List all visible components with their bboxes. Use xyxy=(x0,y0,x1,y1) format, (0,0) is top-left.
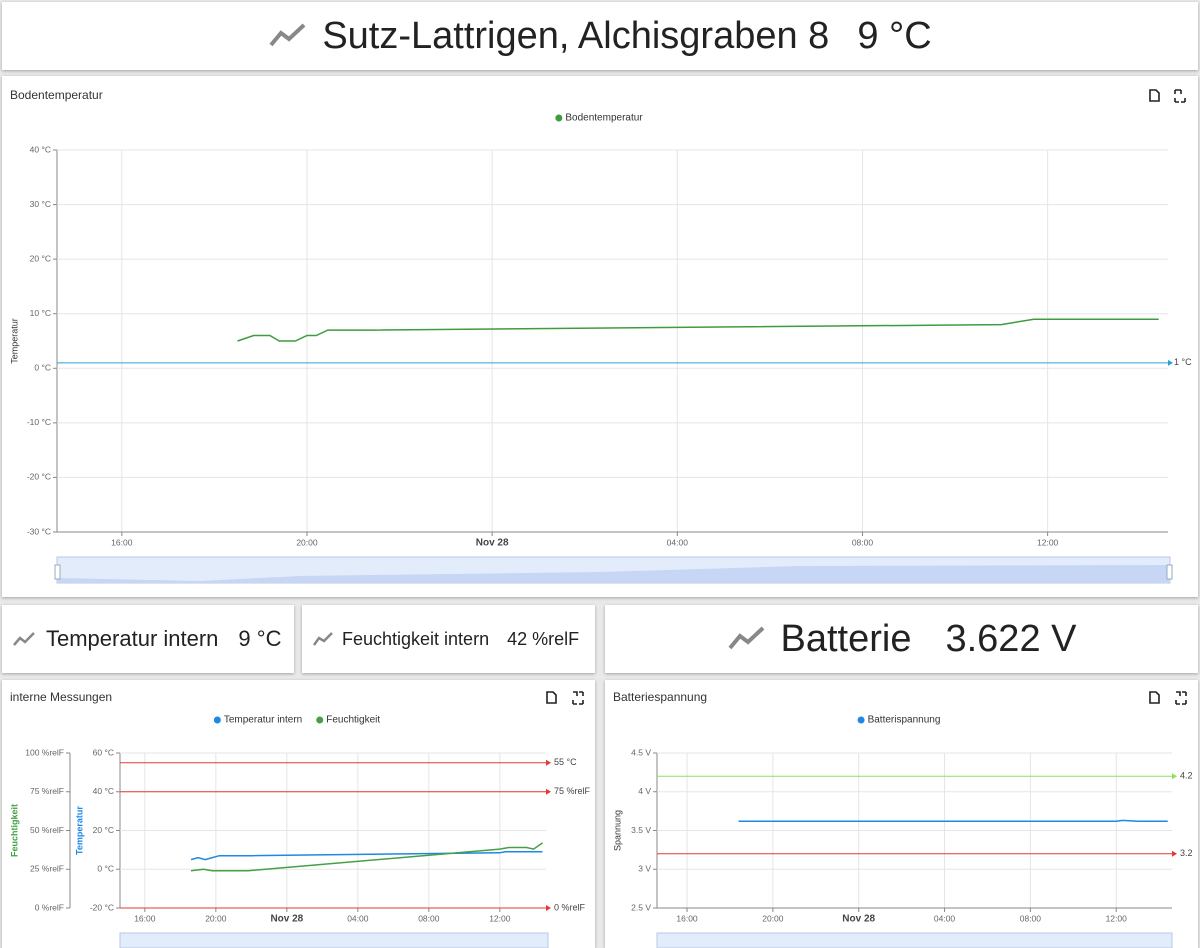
panel-icons xyxy=(546,89,1187,705)
x-tick-label: 20:00 xyxy=(762,913,784,923)
y-tick-label: 20 °C xyxy=(30,253,51,263)
y-tick-label: 100 %relF xyxy=(25,747,64,757)
series-line xyxy=(190,851,543,861)
trend-icon xyxy=(269,23,306,47)
legend-marker xyxy=(857,716,865,724)
y-tick-label: 3.5 V xyxy=(631,825,651,835)
trend-icon xyxy=(727,626,764,650)
y-tick-label: -20 °C xyxy=(27,472,51,482)
threshold-arrow xyxy=(1172,850,1177,857)
y-tick-label: 20 °C xyxy=(93,825,114,835)
x-tick-label: 12:00 xyxy=(489,913,511,923)
legend-label: Bodentemperatur xyxy=(565,113,643,124)
legend-label: Batterispannung xyxy=(868,715,941,726)
y2-axis-label: Feuchtigkeit xyxy=(9,804,19,857)
y-axis-label: Temperatur xyxy=(74,806,84,855)
threshold-label: 1 °C xyxy=(1174,357,1192,367)
tile: Batterie 3.622 V xyxy=(605,605,1198,673)
x-tick-label: Nov 28 xyxy=(842,914,875,925)
y-tick-label: 2.5 V xyxy=(631,902,651,912)
trend-icon xyxy=(312,632,333,646)
header-value: 9 °C xyxy=(857,14,932,57)
tile-value: 42 %relF xyxy=(507,628,580,649)
x-tick-label: 12:00 xyxy=(1106,913,1128,923)
y-tick-label: 40 °C xyxy=(93,786,114,796)
threshold-label: 0 %relF xyxy=(554,902,586,912)
x-tick-label: 08:00 xyxy=(418,913,440,923)
panel xyxy=(2,680,595,948)
tile-title: Feuchtigkeit intern xyxy=(342,628,490,649)
y-axis-label: Spannung xyxy=(612,810,622,851)
y-tick-label: 0 %relF xyxy=(35,902,64,912)
x-tick-label: 20:00 xyxy=(296,537,318,547)
panel xyxy=(2,76,1198,597)
x-tick-label: 08:00 xyxy=(1020,913,1042,923)
series-line xyxy=(237,318,1159,342)
threshold-label: 75 %relF xyxy=(554,786,591,796)
chart-title: Batteriespannung xyxy=(613,690,707,704)
y-tick-label: -10 °C xyxy=(27,417,51,427)
zoom-slider xyxy=(54,556,1173,948)
x-tick-label: 04:00 xyxy=(347,913,369,923)
y-tick-label: 4 V xyxy=(638,786,651,796)
x-tick-label: 12:00 xyxy=(1037,537,1059,547)
tile-value: 3.622 V xyxy=(945,617,1077,660)
x-tick-label: 04:00 xyxy=(667,537,689,547)
series-line xyxy=(190,842,543,872)
threshold-arrow xyxy=(1172,773,1177,780)
x-tick-label: 08:00 xyxy=(852,537,874,547)
y-axis-label: Temperatur xyxy=(9,318,19,364)
x-tick-label: Nov 28 xyxy=(476,538,509,549)
header-title: Sutz-Lattrigen, Alchisgraben 8 xyxy=(322,14,830,57)
series-line xyxy=(738,819,1168,822)
y-tick-label: -30 °C xyxy=(27,526,51,536)
y-tick-label: 10 °C xyxy=(30,308,51,318)
y-tick-label: -20 °C xyxy=(90,902,114,912)
tile-title: Batterie xyxy=(780,617,912,660)
tile-title: Temperatur intern xyxy=(46,626,219,651)
legend-label: Temperatur intern xyxy=(224,715,302,726)
y-tick-label: 75 %relF xyxy=(30,786,64,796)
tile-value: 9 °C xyxy=(238,626,282,651)
threshold-arrow xyxy=(1168,359,1173,366)
header: Sutz-Lattrigen, Alchisgraben 8 9 °C xyxy=(2,2,1198,70)
x-tick-label: 16:00 xyxy=(676,913,698,923)
x-tick-label: 04:00 xyxy=(934,913,956,923)
threshold-label: 4.2 xyxy=(1180,771,1193,781)
legend-marker xyxy=(213,716,221,724)
x-tick-label: 20:00 xyxy=(205,913,227,923)
y-tick-label: 50 %relF xyxy=(30,825,64,835)
tile: Temperatur intern 9 °C xyxy=(2,605,294,673)
legend-marker xyxy=(555,114,563,122)
x-tick-label: 16:00 xyxy=(111,537,133,547)
trend-icon xyxy=(13,632,35,646)
threshold-label: 3.2 xyxy=(1180,848,1193,858)
y-tick-label: 0 °C xyxy=(97,864,114,874)
y-tick-label: 25 %relF xyxy=(30,864,64,874)
y-tick-label: 4.5 V xyxy=(631,747,651,757)
chart-title: Bodentemperatur xyxy=(10,88,103,102)
tile: Feuchtigkeit intern 42 %relF xyxy=(302,605,595,673)
y-tick-label: 3 V xyxy=(638,864,651,874)
threshold-arrow xyxy=(546,788,551,795)
legend-marker xyxy=(316,716,324,724)
chart-title: interne Messungen xyxy=(10,690,112,704)
legend-label: Feuchtigkeit xyxy=(326,715,380,726)
x-tick-label: 16:00 xyxy=(134,913,156,923)
threshold-label: 55 °C xyxy=(554,757,577,767)
y-tick-label: 60 °C xyxy=(93,747,114,757)
threshold-arrow xyxy=(546,905,551,911)
threshold-arrow xyxy=(546,759,551,766)
x-tick-label: Nov 28 xyxy=(270,914,303,925)
y-tick-label: 0 °C xyxy=(34,363,51,373)
y-tick-label: 40 °C xyxy=(30,144,51,154)
y-tick-label: 30 °C xyxy=(30,199,51,209)
panel xyxy=(605,680,1198,948)
